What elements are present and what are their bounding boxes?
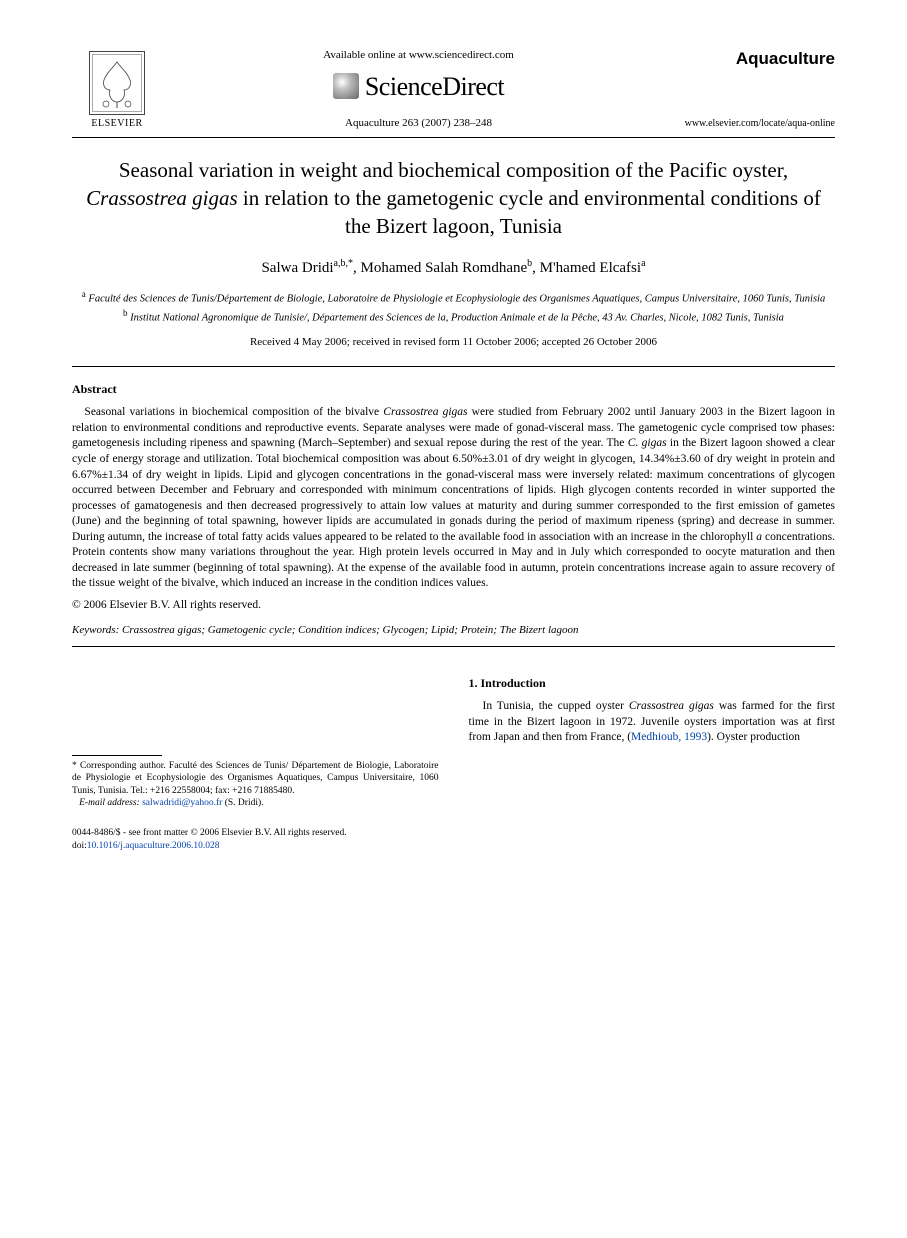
- journal-block: Aquaculture www.elsevier.com/locate/aqua…: [675, 48, 835, 130]
- elsevier-tree-icon: [89, 51, 145, 115]
- keywords-line: Keywords: Crassostrea gigas; Gametogenic…: [72, 623, 835, 638]
- affil-b-sup: b: [123, 308, 128, 318]
- elsevier-logo-block: ELSEVIER: [72, 51, 162, 131]
- affil-a-text: Faculté des Sciences de Tunis/Départemen…: [88, 294, 825, 305]
- intro-ref-link[interactable]: Medhioub, 1993: [631, 731, 707, 743]
- sciencedirect-label: ScienceDirect: [365, 69, 504, 104]
- email-link[interactable]: salwadridi@yahoo.fr: [142, 798, 222, 808]
- author-list: Salwa Dridia,b,*, Mohamed Salah Romdhane…: [72, 257, 835, 278]
- doi-line: doi:10.1016/j.aquaculture.2006.10.028: [72, 840, 439, 852]
- pre-abstract-rule: [72, 366, 835, 367]
- right-column: 1. Introduction In Tunisia, the cupped o…: [469, 675, 836, 852]
- sciencedirect-logo: ScienceDirect: [333, 69, 504, 104]
- author-1: Salwa Dridi: [261, 260, 333, 276]
- abstract-heading: Abstract: [72, 381, 835, 397]
- left-column: * Corresponding author. Faculté des Scie…: [72, 675, 439, 852]
- doi-link[interactable]: 10.1016/j.aquaculture.2006.10.028: [87, 841, 220, 851]
- intro-heading: 1. Introduction: [469, 675, 836, 691]
- elsevier-label: ELSEVIER: [91, 117, 142, 131]
- corresponding-footnote: * Corresponding author. Faculté des Scie…: [72, 760, 439, 809]
- issn-line: 0044-8486/$ - see front matter © 2006 El…: [72, 827, 439, 839]
- two-column-region: * Corresponding author. Faculté des Scie…: [72, 675, 835, 852]
- email-paren: (S. Dridi).: [225, 798, 264, 808]
- affil-b-text: Institut National Agronomique de Tunisie…: [130, 312, 784, 323]
- footnote-rule: [72, 755, 162, 756]
- title-text: Seasonal variation in weight and biochem…: [86, 158, 821, 239]
- author-3: M'hamed Elcafsi: [540, 260, 641, 276]
- affil-a-sup: a: [82, 289, 86, 299]
- sciencedirect-block: Available online at www.sciencedirect.co…: [162, 48, 675, 131]
- journal-name: Aquaculture: [675, 48, 835, 71]
- intro-ital: Crassostrea gigas: [629, 700, 714, 712]
- post-abstract-rule: [72, 646, 835, 647]
- running-head: Aquaculture 263 (2007) 238–248: [162, 116, 675, 131]
- abstract-body: Seasonal variations in biochemical compo…: [72, 405, 835, 591]
- affiliations: a Faculté des Sciences de Tunis/Départem…: [72, 288, 835, 325]
- footer-block: 0044-8486/$ - see front matter © 2006 El…: [72, 827, 439, 852]
- journal-url: www.elsevier.com/locate/aqua-online: [675, 117, 835, 131]
- article-title: Seasonal variation in weight and biochem…: [72, 156, 835, 241]
- intro-body: In Tunisia, the cupped oyster Crassostre…: [469, 699, 836, 746]
- author-3-sup: a: [641, 258, 645, 269]
- corresponding-text: * Corresponding author. Faculté des Scie…: [72, 761, 439, 796]
- keywords-label: Keywords:: [72, 624, 119, 636]
- intro-pre: In Tunisia, the cupped oyster: [483, 700, 629, 712]
- author-1-sup: a,b,*: [334, 258, 353, 269]
- author-2: Mohamed Salah Romdhane: [361, 260, 528, 276]
- available-online-text: Available online at www.sciencedirect.co…: [162, 48, 675, 63]
- keywords-list: Crassostrea gigas; Gametogenic cycle; Co…: [122, 624, 579, 636]
- sciencedirect-icon: [333, 73, 359, 99]
- abstract-copyright: © 2006 Elsevier B.V. All rights reserved…: [72, 598, 835, 614]
- header-rule: [72, 137, 835, 138]
- article-dates: Received 4 May 2006; received in revised…: [72, 335, 835, 350]
- doi-label: doi:: [72, 841, 87, 851]
- author-2-sup: b: [527, 258, 532, 269]
- intro-post: ). Oyster production: [707, 731, 800, 743]
- email-label: E-mail address:: [79, 798, 140, 808]
- page-header: ELSEVIER Available online at www.science…: [72, 48, 835, 131]
